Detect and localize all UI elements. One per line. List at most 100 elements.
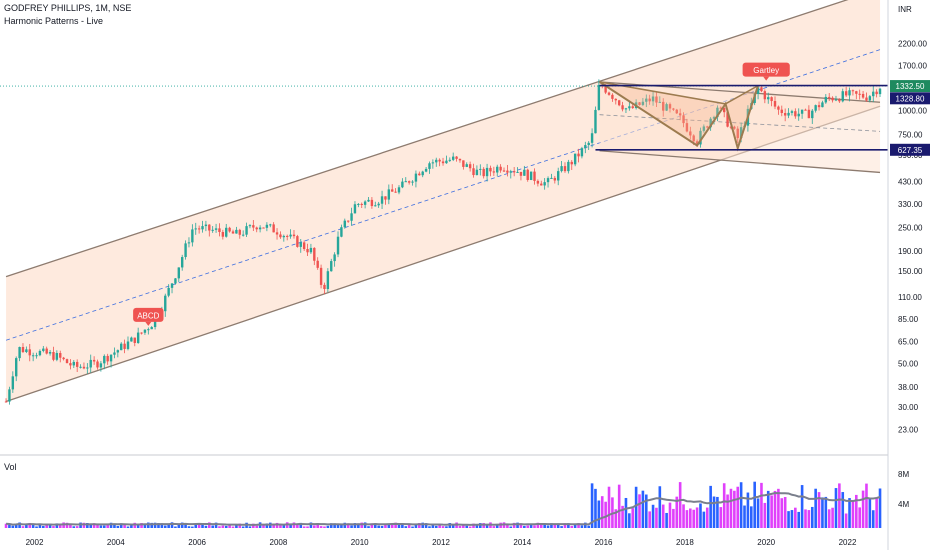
candle-body[interactable] bbox=[533, 171, 536, 181]
candle-body[interactable] bbox=[699, 130, 702, 145]
candle-body[interactable] bbox=[377, 203, 380, 206]
candle-body[interactable] bbox=[65, 359, 69, 364]
candle-body[interactable] bbox=[597, 85, 601, 110]
candle-body[interactable] bbox=[167, 287, 170, 296]
candle-body[interactable] bbox=[35, 355, 38, 357]
candle-body[interactable] bbox=[468, 164, 472, 169]
candle-body[interactable] bbox=[282, 235, 286, 238]
candle-body[interactable] bbox=[120, 343, 123, 351]
candle-body[interactable] bbox=[343, 220, 346, 228]
candle-body[interactable] bbox=[543, 182, 546, 186]
candle-body[interactable] bbox=[553, 177, 557, 181]
candle-body[interactable] bbox=[529, 171, 533, 180]
candle-body[interactable] bbox=[590, 133, 594, 143]
candle-body[interactable] bbox=[777, 106, 780, 110]
candle-body[interactable] bbox=[736, 128, 739, 139]
candle-body[interactable] bbox=[113, 352, 116, 355]
candle-body[interactable] bbox=[875, 91, 878, 95]
candle-body[interactable] bbox=[811, 110, 814, 119]
candle-body[interactable] bbox=[89, 359, 92, 368]
gartley-badge[interactable] bbox=[742, 62, 790, 77]
candle-body[interactable] bbox=[72, 361, 75, 366]
candle-body[interactable] bbox=[567, 161, 570, 172]
candle-body[interactable] bbox=[563, 166, 567, 172]
candle-body[interactable] bbox=[851, 90, 855, 92]
candle-body[interactable] bbox=[201, 226, 204, 230]
candle-body[interactable] bbox=[191, 229, 194, 243]
candle-body[interactable] bbox=[706, 126, 709, 128]
candle-body[interactable] bbox=[336, 236, 340, 255]
candle-body[interactable] bbox=[855, 91, 858, 94]
candle-body[interactable] bbox=[177, 267, 181, 279]
candle-body[interactable] bbox=[391, 189, 394, 192]
candle-body[interactable] bbox=[441, 161, 445, 164]
candle-body[interactable] bbox=[838, 99, 841, 102]
candle-body[interactable] bbox=[319, 267, 323, 285]
candle-body[interactable] bbox=[435, 159, 438, 163]
candle-body[interactable] bbox=[275, 232, 279, 235]
candle-body[interactable] bbox=[401, 181, 404, 188]
candle-body[interactable] bbox=[804, 109, 807, 111]
candle-body[interactable] bbox=[126, 341, 130, 349]
candle-body[interactable] bbox=[824, 96, 828, 103]
candle-body[interactable] bbox=[489, 167, 492, 172]
candle-body[interactable] bbox=[130, 337, 133, 342]
candle-body[interactable] bbox=[286, 235, 289, 237]
channel-line[interactable] bbox=[599, 150, 881, 174]
candle-body[interactable] bbox=[485, 167, 489, 177]
candle-body[interactable] bbox=[658, 101, 662, 103]
candle-body[interactable] bbox=[624, 108, 628, 110]
candle-body[interactable] bbox=[82, 366, 86, 369]
candle-body[interactable] bbox=[455, 156, 458, 159]
candle-body[interactable] bbox=[868, 96, 872, 101]
candle-body[interactable] bbox=[384, 196, 387, 200]
candle-body[interactable] bbox=[109, 354, 113, 362]
candle-body[interactable] bbox=[523, 169, 526, 176]
candle-body[interactable] bbox=[214, 228, 218, 230]
candle-body[interactable] bbox=[8, 389, 11, 402]
candle-body[interactable] bbox=[153, 318, 157, 328]
candle-body[interactable] bbox=[150, 327, 153, 330]
candle-body[interactable] bbox=[231, 231, 235, 234]
candle-body[interactable] bbox=[404, 181, 407, 183]
candle-body[interactable] bbox=[411, 181, 414, 183]
candle-body[interactable] bbox=[631, 106, 634, 109]
candle-body[interactable] bbox=[21, 347, 25, 353]
candle-body[interactable] bbox=[52, 352, 55, 360]
candle-body[interactable] bbox=[861, 93, 865, 98]
candle-body[interactable] bbox=[38, 350, 42, 356]
candle-body[interactable] bbox=[560, 166, 563, 172]
candle-body[interactable] bbox=[265, 224, 269, 228]
candle-body[interactable] bbox=[75, 361, 79, 367]
candle-body[interactable] bbox=[350, 213, 353, 221]
candle-body[interactable] bbox=[445, 160, 448, 164]
candle-body[interactable] bbox=[767, 97, 770, 100]
candle-body[interactable] bbox=[180, 257, 184, 268]
candle-body[interactable] bbox=[414, 173, 418, 182]
candle-body[interactable] bbox=[170, 283, 174, 288]
candle-body[interactable] bbox=[363, 201, 367, 205]
candle-body[interactable] bbox=[570, 161, 573, 165]
candle-body[interactable] bbox=[99, 363, 103, 368]
candle-body[interactable] bbox=[4, 401, 8, 403]
candle-body[interactable] bbox=[462, 160, 465, 167]
candle-body[interactable] bbox=[672, 108, 675, 110]
candle-body[interactable] bbox=[407, 181, 411, 183]
candle-body[interactable] bbox=[136, 332, 140, 343]
candle-body[interactable] bbox=[617, 100, 621, 106]
candle-body[interactable] bbox=[208, 224, 211, 231]
candle-body[interactable] bbox=[726, 112, 729, 127]
candle-body[interactable] bbox=[302, 242, 306, 250]
candle-body[interactable] bbox=[573, 153, 577, 165]
candle-body[interactable] bbox=[594, 109, 597, 134]
candle-body[interactable] bbox=[689, 131, 692, 136]
candle-body[interactable] bbox=[807, 109, 811, 119]
candle-body[interactable] bbox=[86, 367, 89, 369]
candle-body[interactable] bbox=[394, 191, 397, 193]
candle-body[interactable] bbox=[248, 225, 252, 227]
candle-body[interactable] bbox=[844, 91, 848, 96]
candle-body[interactable] bbox=[760, 87, 763, 92]
candle-body[interactable] bbox=[370, 199, 374, 207]
candle-body[interactable] bbox=[557, 171, 560, 181]
